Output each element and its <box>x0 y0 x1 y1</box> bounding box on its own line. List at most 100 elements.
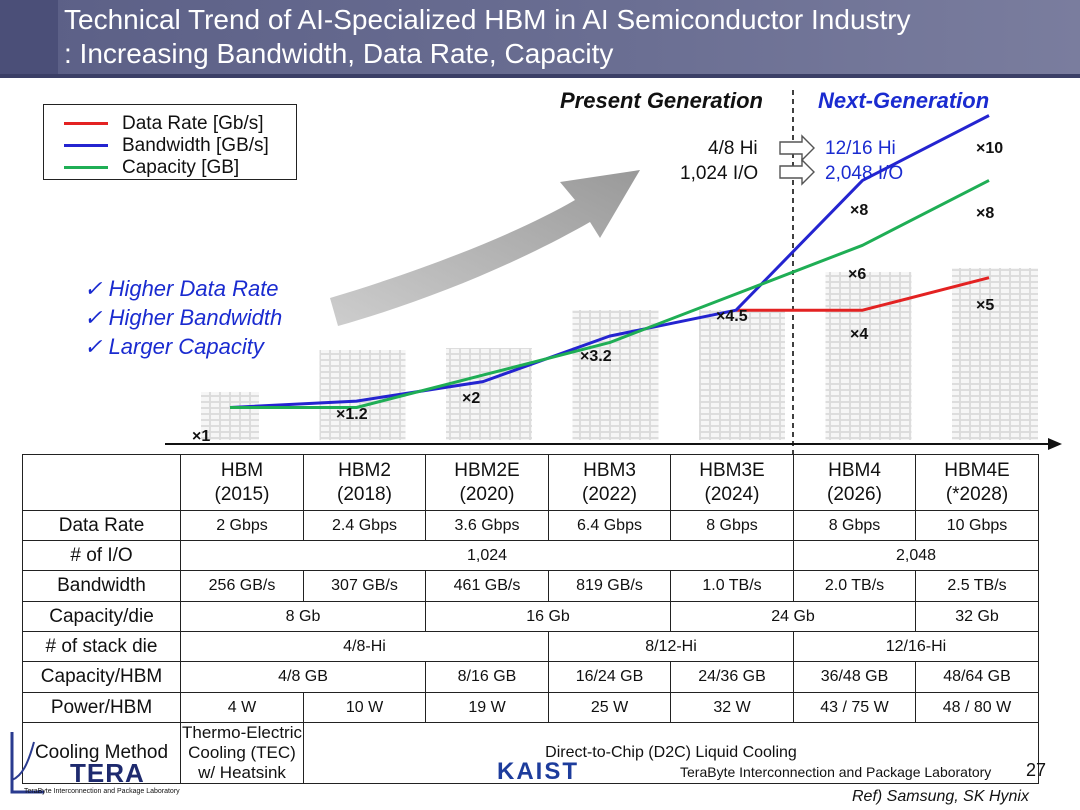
table-cell: 2.5 TB/s <box>915 570 1039 602</box>
present-right-arrow-icon <box>779 134 815 162</box>
table-row: Data Rate 2 Gbps 2.4 Gbps 3.6 Gbps 6.4 Gbps 8… <box>22 510 1039 541</box>
hbm-stack-hbm3e <box>699 310 785 440</box>
table-cell: 16 Gb <box>425 601 671 632</box>
table-cell: 461 GB/s <box>425 570 549 602</box>
table-row: # of I/O 1,024 2,048 <box>22 540 1039 571</box>
row-header: Capacity/HBM <box>22 661 181 693</box>
table-cell: 8 Gb <box>180 601 426 632</box>
table-cell: 43 / 75 W <box>793 692 916 723</box>
legend-label: Capacity [GB] <box>122 157 240 178</box>
table-cell: 8 Gbps <box>670 510 794 541</box>
row-header: # of I/O <box>22 540 181 571</box>
legend-swatch-bandwidth <box>64 144 108 147</box>
column-header: HBM4E (*2028) <box>915 454 1039 511</box>
column-header: HBM4 (2026) <box>793 454 916 511</box>
column-header-year: (2015) <box>214 483 270 505</box>
multiplier-hbm2e: ×2 <box>462 390 481 407</box>
hbm-stack-hbm4 <box>825 272 912 440</box>
row-header: Bandwidth <box>22 570 181 602</box>
table-cell: 1.0 TB/s <box>670 570 794 602</box>
column-header-name: HBM3E <box>699 459 765 481</box>
checkmark-icon: ✓ <box>84 334 103 359</box>
table-cell: 2,048 <box>793 540 1039 571</box>
next-stack-height: 12/16 Hi <box>825 138 896 159</box>
column-header: HBM2E (2020) <box>425 454 549 511</box>
checklist-label: Larger Capacity <box>108 334 264 359</box>
slide-title-line2: : Increasing Bandwidth, Data Rate, Capac… <box>64 38 614 69</box>
table-row: Bandwidth 256 GB/s 307 GB/s 461 GB/s 819 GB/… <box>22 570 1039 602</box>
hbm-stack-hbm4e <box>952 268 1038 440</box>
table-cell: 2.0 TB/s <box>793 570 916 602</box>
multiplier-hbm4-capacity: ×6 <box>848 266 867 283</box>
multiplier-hbm4-data-rate: ×4 <box>850 326 869 343</box>
kaist-logo: KAIST <box>497 758 579 785</box>
table-cell: 8/16 GB <box>425 661 549 693</box>
column-header-year: (2026) <box>827 483 882 505</box>
tera-logo-mark-icon <box>10 732 44 794</box>
row-header: Power/HBM <box>22 692 181 723</box>
table-row: Cooling Method Thermo-Electric Cooling (T… <box>22 722 1039 784</box>
checklist-label: Higher Data Rate <box>108 276 279 301</box>
x-axis-arrowhead <box>1048 438 1062 450</box>
table-cell: 48/64 GB <box>915 661 1039 693</box>
column-header-year: (2024) <box>704 483 760 505</box>
row-header: Data Rate <box>22 510 181 541</box>
checklist-label: Higher Bandwidth <box>108 305 283 330</box>
multiplier-hbm4e-bandwidth: ×10 <box>976 140 1004 157</box>
title-accent <box>0 0 58 74</box>
column-header-name: HBM <box>220 459 264 481</box>
table-cell: 2.4 Gbps <box>303 510 426 541</box>
legend-item-bandwidth: Bandwidth [GB/s] <box>44 135 294 157</box>
table-cell: 2 Gbps <box>180 510 304 541</box>
hbm-stack-hbm <box>201 392 259 440</box>
column-header-name: HBM2 <box>338 459 391 481</box>
row-header: Cooling Method <box>22 722 181 784</box>
legend-label: Data Rate [Gb/s] <box>122 113 264 134</box>
legend-label: Bandwidth [GB/s] <box>122 135 269 156</box>
reference-note: Ref) Samsung, SK Hynix <box>852 788 1029 805</box>
series-layer <box>229 114 990 409</box>
table-cell: 48 / 80 W <box>915 692 1039 723</box>
table-cell: 24/36 GB <box>670 661 794 693</box>
footer: TERA TeraByte Interconnection and Packag… <box>0 732 1080 810</box>
column-header-year: (*2028) <box>945 483 1009 505</box>
column-header-name: HBM4 <box>828 459 881 481</box>
table-row: # of stack die 4/8-Hi 8/12-Hi 12/16-Hi <box>22 631 1039 662</box>
legend-item-data-rate: Data Rate [Gb/s] <box>44 113 294 135</box>
chart-legend: Data Rate [Gb/s] Bandwidth [GB/s] Capaci… <box>43 104 297 180</box>
checkmark-icon: ✓ <box>84 276 103 301</box>
series-line-capacity <box>230 179 990 409</box>
column-header-year: (2018) <box>337 483 392 505</box>
title-rule <box>0 74 1080 78</box>
column-header-year: (2020) <box>459 483 515 505</box>
table-row: Power/HBM 4 W 10 W 19 W 25 W 32 W 43 / 75 W 48 … <box>22 692 1039 723</box>
checklist-item-capacity: ✓ Larger Capacity <box>84 334 264 360</box>
table-corner-cell <box>22 454 181 511</box>
legend-item-capacity: Capacity [GB] <box>44 157 294 179</box>
page-number: 27 <box>1026 760 1047 780</box>
hbm-spec-table: HBM (2015) HBM2 (2018) HBM2E (2020) HBM3 (2022)… <box>22 454 1039 784</box>
table-cell: 1,024 <box>180 540 794 571</box>
multiplier-hbm4e-capacity: ×8 <box>976 205 995 222</box>
slide-title-line1: Technical Trend of AI-Specialized HBM in… <box>64 4 911 35</box>
column-header: HBM2 (2018) <box>303 454 426 511</box>
multiplier-hbm4e-data-rate: ×5 <box>976 297 995 314</box>
present-generation-label: Present Generation <box>560 88 763 113</box>
checklist-item-data-rate: ✓ Higher Data Rate <box>84 276 279 302</box>
table-cell: 6.4 Gbps <box>548 510 671 541</box>
table-row: Capacity/die 8 Gb 16 Gb 24 Gb 32 Gb <box>22 601 1039 632</box>
column-header-name: HBM4E <box>944 459 1010 481</box>
table-cell: 4/8 GB <box>180 661 426 693</box>
table-row: Capacity/HBM 4/8 GB 8/16 GB 16/24 GB 24/36 G… <box>22 661 1039 693</box>
table-cell: 4 W <box>180 692 304 723</box>
hbm-stack-illustrations <box>201 268 1038 440</box>
table-cell: 32 W <box>670 692 794 723</box>
table-cell: 36/48 GB <box>793 661 916 693</box>
table-cell: 25 W <box>548 692 671 723</box>
table-cell: 16/24 GB <box>548 661 671 693</box>
column-header-year: (2022) <box>582 483 637 505</box>
table-cell: 8 Gbps <box>793 510 916 541</box>
next-generation-label: Next-Generation <box>818 88 990 113</box>
legend-swatch-data-rate <box>64 122 108 125</box>
